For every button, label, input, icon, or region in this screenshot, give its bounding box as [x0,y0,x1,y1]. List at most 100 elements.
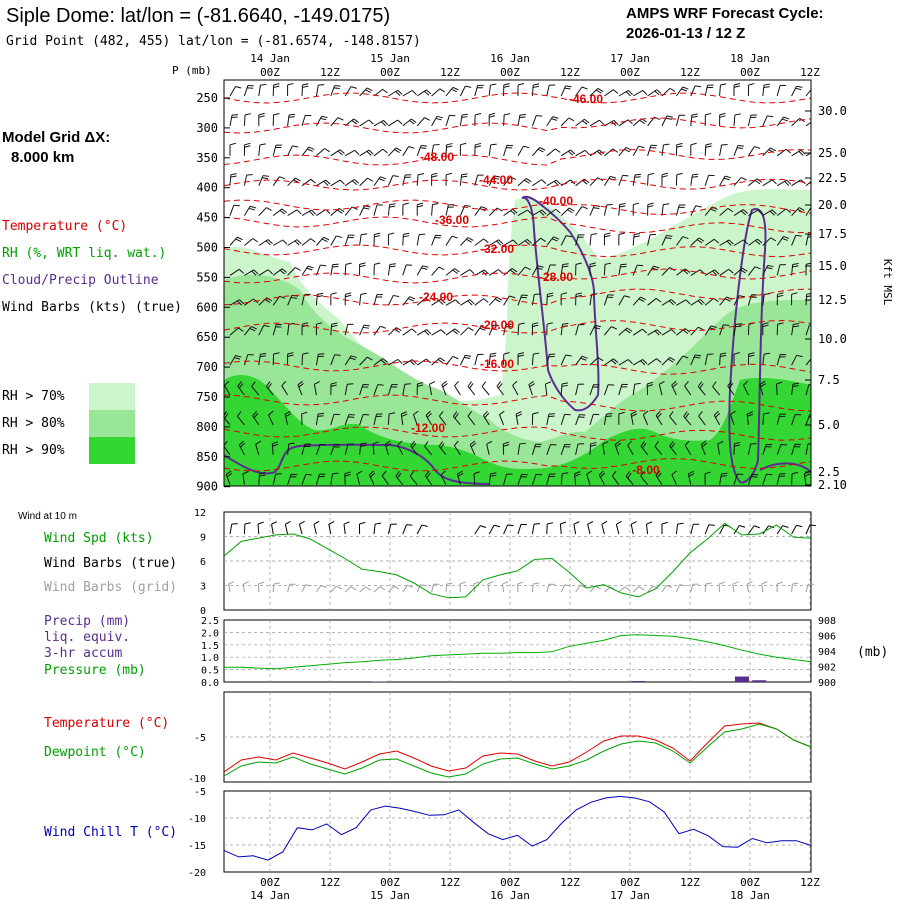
xs-wind-barb [517,294,523,306]
xs-wind-barb [373,148,384,157]
precip-series [372,676,767,682]
xs-wind-barb-feather [533,352,540,355]
true-wind-barb [615,524,620,535]
xs-wind-barb-feather [546,322,553,325]
xs-wind-barb-feather [503,83,510,86]
xs-wind-barb [272,473,277,485]
xs-wind-barb [690,205,697,216]
xs-wind-barb [445,235,453,246]
xs-wind-barb-feather [253,412,259,419]
xs-wind-barb-feather [581,206,588,210]
xs-wind-barb [301,115,306,127]
dewpoint-line [223,723,812,778]
temperature-line [223,722,812,773]
grid-wind-barb-feather [228,581,235,585]
xs-wind-barb [512,385,519,396]
xs-wind-barb [776,414,781,426]
xs-wind-barb-feather [496,240,502,246]
xs-wind-barb-feather [568,117,575,122]
xs-wind-barb-feather [552,116,559,119]
xs-wind-barb-feather [584,149,590,155]
xs-wind-barb [517,209,528,217]
xs-wind-barb-feather [619,203,626,206]
xs-wind-barb-feather [307,265,314,269]
xs-wind-barb [402,359,413,366]
xs-wind-barb-feather [224,413,229,419]
xs-wind-barb-feather [263,324,270,328]
xs-wind-barb-feather [696,239,703,244]
xs-wind-barb-feather [597,87,604,92]
legend-temperature: Temperature (°C) [2,219,127,234]
xs-wind-barb-feather [486,440,493,445]
xs-wind-barb-feather [733,85,740,88]
xs-wind-barb-feather [634,382,641,385]
xs-wind-barb-feather [691,176,699,178]
xs-wind-barb [640,475,648,486]
xs-wind-barb [776,473,781,485]
xs-wind-barb-feather [395,147,402,152]
xs-wind-barb-feather [793,323,800,325]
xs-wind-barb-feather [562,263,569,265]
xs-wind-barb [244,326,252,336]
xs-wind-barb [589,357,599,366]
precip-tick-label: 0.5 [201,666,219,677]
xs-wind-barb [632,145,639,157]
xs-wind-barb-feather [735,323,742,325]
xs-wind-barb-feather [611,326,617,330]
xs-wind-barb [315,444,321,455]
xs-wind-barb [517,145,524,157]
xs-wind-barb [287,443,290,455]
xs-wind-barb [647,358,657,366]
xs-wind-barb [258,354,261,366]
grid-wind-barb [445,583,448,593]
xs-wind-barb [704,269,715,276]
temperature-contour [224,268,811,284]
true-wind-barb-feather [753,525,760,529]
xs-wind-barb-feather [598,149,605,155]
xs-wind-barb-feather [704,471,711,475]
xs-wind-barb-feather [705,145,712,148]
xs-wind-barb-feather [532,324,539,328]
xs-wind-barb-feather [262,175,270,177]
xs-wind-barb-feather [251,270,257,276]
xs-wind-barb [287,474,292,485]
xs-wind-barb-feather [813,87,818,89]
xs-wind-barb [690,354,696,366]
grid-wind-barb-feather [595,585,602,590]
xs-wind-barb-feather [613,358,619,364]
temperature-dewpoint-panel: Temperature (°C) Dewpoint (°C) -5 -10 [44,691,812,785]
xs-wind-barb [271,443,274,455]
xs-wind-barb-feather [457,470,463,475]
xs-wind-barb-feather [389,263,396,266]
xs-wind-barb-feather [611,359,617,365]
xs-wind-barb-feather [663,203,670,206]
xs-wind-barb-feather [581,355,588,359]
xs-wind-barb-feather [265,240,271,246]
xs-wind-barb [517,114,521,126]
cross-section-panel: -46.00 -48.00 -44.00 -40.00 -36.00 -32.00 -28.… [196,79,894,494]
xs-wind-barb-feather [380,359,386,365]
xs-wind-barb-feather [575,294,582,298]
xs-wind-barb [388,119,398,127]
grid-wind-barb [501,584,505,593]
xs-wind-barb-feather [717,440,724,445]
xs-wind-barb-feather [757,238,763,244]
xs-wind-barb-feather [671,470,677,476]
xs-wind-barb [805,234,809,246]
xs-wind-barb [395,475,404,486]
xs-wind-barb-feather [396,327,402,332]
xs-wind-barb-feather [699,299,705,304]
xs-wind-barb [454,385,461,396]
xs-wind-barb [589,119,600,127]
xs-wind-barb-feather [385,442,392,448]
temperature-legend: Temperature (°C) [44,716,169,731]
xs-wind-barb [661,267,671,276]
xs-wind-barb-feather [490,352,497,355]
xs-wind-barb [229,114,233,126]
xs-wind-barb-feather [670,442,676,449]
xs-wind-barb-feather [451,88,458,93]
xs-wind-barb-feather [589,262,596,265]
xs-wind-barb-feather [438,300,444,305]
xs-wind-barb-feather [518,322,525,325]
xs-wind-barb-feather [713,238,720,244]
